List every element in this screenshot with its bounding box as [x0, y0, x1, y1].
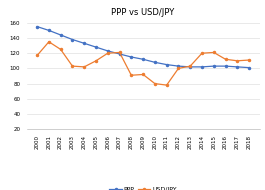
- USD/JPY: [71, 65, 74, 67]
- USD/JPY: [212, 51, 215, 54]
- PPP: [236, 66, 239, 68]
- USD/JPY: [36, 54, 39, 57]
- PPP: [165, 63, 168, 66]
- PPP: [59, 34, 62, 36]
- USD/JPY: [236, 60, 239, 62]
- USD/JPY: [94, 60, 98, 62]
- PPP: [200, 66, 204, 68]
- USD/JPY: [59, 48, 62, 51]
- Line: PPP: PPP: [36, 26, 250, 69]
- PPP: [189, 66, 192, 68]
- USD/JPY: [165, 84, 168, 86]
- USD/JPY: [200, 52, 204, 54]
- PPP: [177, 65, 180, 67]
- PPP: [248, 66, 251, 69]
- USD/JPY: [248, 59, 251, 61]
- USD/JPY: [130, 74, 133, 76]
- PPP: [130, 56, 133, 58]
- USD/JPY: [106, 52, 109, 54]
- PPP: [47, 29, 50, 32]
- Line: USD/JPY: USD/JPY: [36, 41, 250, 86]
- PPP: [212, 65, 215, 67]
- PPP: [94, 46, 98, 48]
- PPP: [36, 25, 39, 28]
- USD/JPY: [83, 66, 86, 68]
- PPP: [224, 65, 227, 67]
- Legend: PPP, USD/JPY: PPP, USD/JPY: [107, 184, 179, 190]
- USD/JPY: [47, 41, 50, 43]
- USD/JPY: [189, 65, 192, 67]
- PPP: [118, 53, 121, 55]
- USD/JPY: [142, 73, 145, 76]
- USD/JPY: [177, 67, 180, 70]
- USD/JPY: [224, 58, 227, 60]
- PPP: [153, 61, 156, 63]
- PPP: [71, 38, 74, 41]
- PPP: [83, 42, 86, 44]
- Title: PPP vs USD/JPY: PPP vs USD/JPY: [112, 8, 175, 17]
- USD/JPY: [153, 82, 156, 85]
- USD/JPY: [118, 51, 121, 54]
- PPP: [106, 50, 109, 52]
- PPP: [142, 58, 145, 60]
